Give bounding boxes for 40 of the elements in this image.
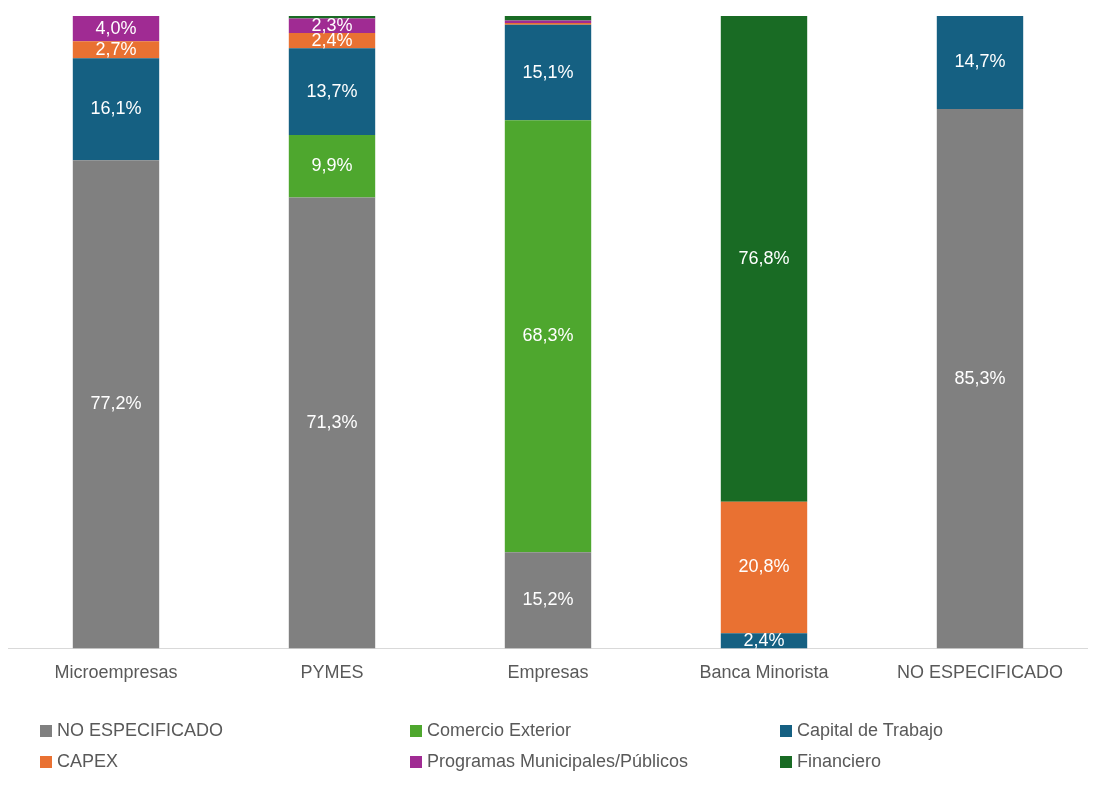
data-label: 14,7% xyxy=(954,51,1006,72)
data-label: 20,8% xyxy=(738,556,790,577)
legend-label: CAPEX xyxy=(57,751,119,772)
bar xyxy=(288,134,376,198)
legend-label: NO ESPECIFICADO xyxy=(57,720,224,741)
data-label: 4,0% xyxy=(95,17,137,38)
data-label: 71,3% xyxy=(306,411,358,432)
x-tick-label: Empresas xyxy=(507,662,589,683)
legend-label: Capital de Trabajo xyxy=(797,720,944,741)
bar xyxy=(72,160,160,649)
data-label: 2,4% xyxy=(743,629,785,650)
bar xyxy=(288,48,376,135)
bar xyxy=(936,16,1024,109)
data-label: 9,9% xyxy=(311,155,353,176)
bar xyxy=(720,501,808,634)
bar xyxy=(504,16,592,21)
data-label: 76,8% xyxy=(738,247,790,268)
legend-label: Comercio Exterior xyxy=(427,720,572,741)
legend-label: Financiero xyxy=(797,751,882,772)
bar xyxy=(504,552,592,649)
data-label: 2,7% xyxy=(95,38,137,59)
data-label: 13,7% xyxy=(306,80,358,101)
data-label: 15,2% xyxy=(522,589,574,610)
bar xyxy=(504,24,592,121)
data-label: 16,1% xyxy=(90,98,142,119)
x-tick-label: NO ESPECIFICADO xyxy=(896,662,1064,683)
bar xyxy=(288,197,376,649)
data-label: 85,3% xyxy=(954,367,1006,388)
x-tick-label: PYMES xyxy=(300,662,364,683)
data-label: 68,3% xyxy=(522,325,574,346)
bar xyxy=(72,58,160,161)
x-tick-label: Banca Minorista xyxy=(699,662,830,683)
x-tick-label: Microempresas xyxy=(54,662,178,683)
data-label: 15,1% xyxy=(522,61,574,82)
bar xyxy=(288,16,376,19)
bar xyxy=(936,108,1024,649)
legend-label: Programas Municipales/Públicos xyxy=(427,751,689,772)
bar xyxy=(504,120,592,553)
data-label: 77,2% xyxy=(90,393,142,414)
bar xyxy=(720,16,808,502)
